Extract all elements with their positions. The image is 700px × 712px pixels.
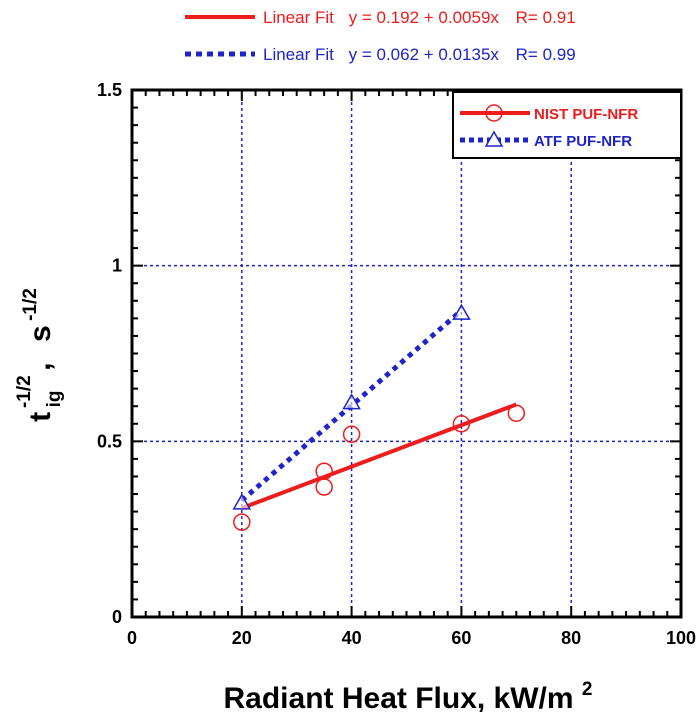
x-tick-label: 40 xyxy=(342,628,362,648)
y-tick-label: 1.5 xyxy=(97,80,122,100)
fit-legend-text-1: Linear Fit y = 0.192 + 0.0059x R= 0.91 xyxy=(263,8,576,27)
data-point xyxy=(315,478,333,496)
y-axis-title-sup2: -1/2 xyxy=(20,288,41,321)
x-tick-label: 80 xyxy=(561,628,581,648)
data-point xyxy=(232,493,252,510)
x-tick-label: 100 xyxy=(666,628,696,648)
series-legend-label-2: ATF PUF-NFR xyxy=(534,133,632,150)
fit-legend-equation-2: y = 0.062 + 0.0135x xyxy=(349,45,500,64)
y-tick-label: 1 xyxy=(112,256,122,276)
fit-lines xyxy=(240,308,518,510)
series-legend-marker-1 xyxy=(485,104,503,122)
x-tick-label: 60 xyxy=(451,628,471,648)
y-tick-label: 0 xyxy=(112,607,122,627)
data-point xyxy=(315,462,333,480)
y-axis-title-t: t xyxy=(24,412,57,422)
data-markers xyxy=(232,303,526,531)
series-legend-label-1: NIST PUF-NFR xyxy=(534,106,638,123)
fit-line-1 xyxy=(241,402,518,510)
data-point xyxy=(452,303,471,320)
fit-legend-text-2: Linear Fit y = 0.062 + 0.0135x R= 0.99 xyxy=(263,45,576,64)
data-point xyxy=(342,425,361,444)
x-tick-label: 0 xyxy=(127,628,137,648)
fit-legend-r-2: R= 0.99 xyxy=(516,45,576,64)
plot-frame xyxy=(130,88,683,619)
data-point xyxy=(342,393,361,410)
y-axis-title-unit: s xyxy=(24,325,57,342)
tick-labels: 0 20 40 60 80 100 0 0.5 1 1.5 xyxy=(97,80,696,648)
data-point xyxy=(452,415,471,433)
y-axis-title-sup1: -1/2 xyxy=(14,375,35,408)
fit-line-2 xyxy=(240,308,464,503)
fit-legend: Linear Fit y = 0.192 + 0.0059x R= 0.91 L… xyxy=(185,8,576,64)
fit-legend-equation-1: y = 0.192 + 0.0059x xyxy=(349,8,500,27)
fit-legend-label-2: Linear Fit xyxy=(263,45,334,64)
series-legend: NIST PUF-NFR ATF PUF-NFR xyxy=(452,91,682,159)
x-axis-title-text: Radiant Heat Flux, kW/m xyxy=(224,682,574,712)
x-axis-title: Radiant Heat Flux, kW/m 2 xyxy=(224,679,593,712)
series-legend-box xyxy=(452,91,682,159)
y-tick-label: 0.5 xyxy=(97,431,122,451)
data-point xyxy=(507,404,526,422)
data-point xyxy=(233,513,251,531)
fit-legend-r-1: R= 0.91 xyxy=(516,8,576,27)
x-axis-title-sup: 2 xyxy=(582,679,593,700)
axis-ticks xyxy=(131,89,682,618)
fit-legend-label-1: Linear Fit xyxy=(263,8,334,27)
x-tick-label: 20 xyxy=(232,628,252,648)
series-legend-marker-2 xyxy=(484,130,504,147)
y-axis-title: t ig -1/2 , s -1/2 xyxy=(14,288,65,422)
y-axis-title-comma: , xyxy=(24,363,57,371)
y-axis-title-sub: ig xyxy=(44,391,65,408)
grid-lines xyxy=(132,90,681,617)
